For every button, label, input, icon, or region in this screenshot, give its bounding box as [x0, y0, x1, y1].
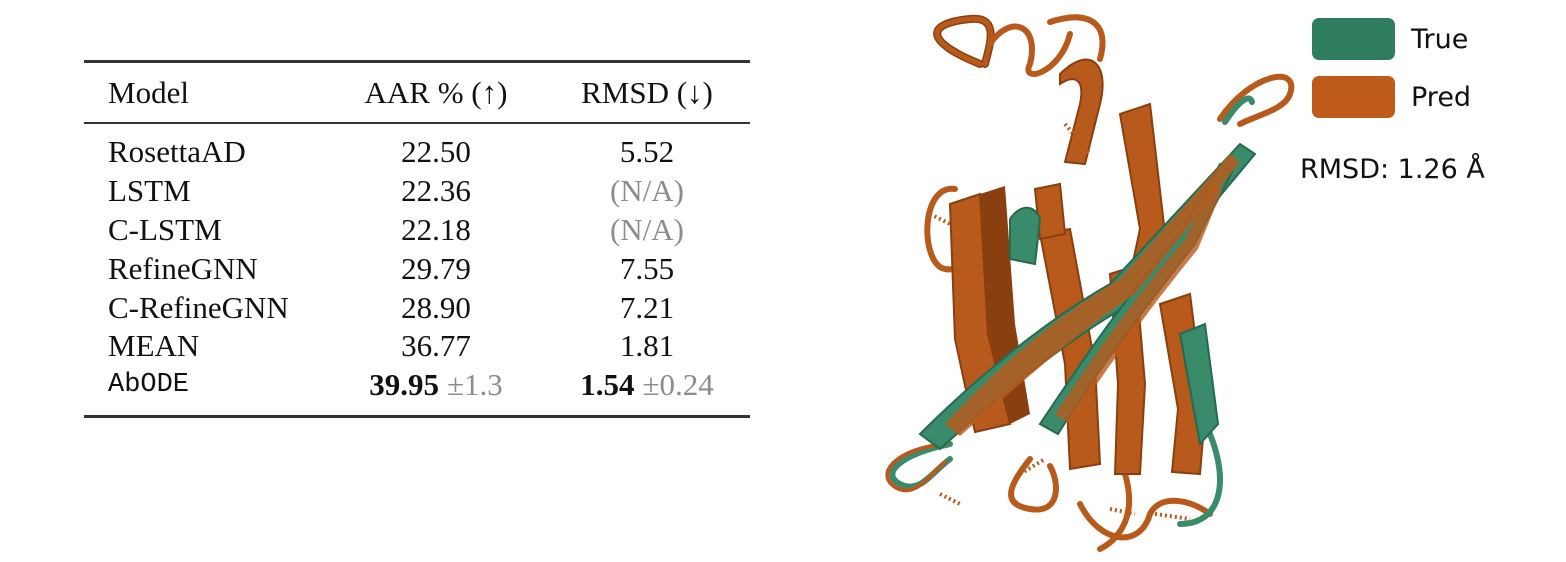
rmsd-std: ±0.24: [642, 367, 714, 403]
cell-aar: 22.50: [401, 134, 471, 170]
table-header-row: Model AAR % (↑) RMSD (↓): [84, 63, 750, 122]
legend-label-pred: Pred: [1411, 81, 1472, 113]
results-table: Model AAR % (↑) RMSD (↓) RosettaAD 22.50…: [84, 60, 750, 418]
rmsd-annotation: RMSD: 1.26 Å: [1300, 154, 1485, 185]
cell-model: AbODE: [108, 370, 190, 401]
legend-item-pred: Pred: [1312, 76, 1471, 118]
table-row: C-RefineGNN 28.90 7.21: [84, 288, 750, 327]
table-row: C-LSTM 22.18 (N/A): [84, 211, 750, 250]
legend-swatch-true: [1312, 18, 1395, 60]
cell-model: C-RefineGNN: [108, 289, 289, 325]
table-bottom-rule: [84, 414, 750, 418]
table-row-abode: AbODE 39.95 ±1.3 1.54 ±0.24: [84, 366, 750, 405]
cell-rmsd: (N/A): [609, 173, 685, 209]
cell-aar: 39.95 ±1.3: [319, 366, 553, 405]
cell-model: C-LSTM: [108, 211, 222, 247]
cell-model: RosettaAD: [108, 134, 246, 170]
cell-aar: 22.18: [401, 211, 471, 247]
table-header-rule: [84, 122, 750, 124]
header-model: Model: [108, 74, 189, 110]
cell-aar: 28.90: [401, 289, 471, 325]
legend-label-true: True: [1411, 23, 1469, 55]
bond-links: [929, 122, 1191, 521]
table-row: RosettaAD 22.50 5.52: [84, 133, 750, 172]
cell-rmsd: 7.55: [619, 250, 675, 286]
pred-overlay-strands: [945, 154, 1240, 436]
table-row: RefineGNN 29.79 7.55: [84, 249, 750, 288]
cell-aar: 22.36: [401, 173, 471, 209]
cell-model: RefineGNN: [108, 250, 258, 286]
header-rmsd: RMSD (↓): [581, 74, 713, 110]
header-aar: AAR % (↑): [364, 74, 508, 110]
cell-aar: 36.77: [401, 328, 471, 364]
legend-swatch-pred: [1312, 76, 1395, 118]
cell-rmsd: 5.52: [619, 134, 675, 170]
protein-structure-image: [885, 14, 1295, 552]
rmsd-value: 1.54: [580, 367, 635, 403]
table-row: MEAN 36.77 1.81: [84, 327, 750, 366]
table-row: LSTM 22.36 (N/A): [84, 172, 750, 211]
cell-aar: 29.79: [401, 250, 471, 286]
cell-model: MEAN: [108, 328, 200, 364]
cell-rmsd: 7.21: [619, 289, 675, 325]
cell-rmsd: (N/A): [609, 211, 685, 247]
table-body: RosettaAD 22.50 5.52 LSTM 22.36 (N/A) C-…: [84, 124, 750, 415]
aar-std: ±1.3: [446, 367, 503, 403]
cell-rmsd: 1.81: [619, 328, 675, 364]
legend-item-true: True: [1312, 18, 1468, 60]
loop-strands: [885, 14, 1295, 552]
aar-value: 39.95: [369, 367, 439, 403]
cell-rmsd: 1.54 ±0.24: [552, 366, 742, 405]
cell-model: LSTM: [108, 173, 191, 209]
table-top-rule: [84, 60, 750, 63]
